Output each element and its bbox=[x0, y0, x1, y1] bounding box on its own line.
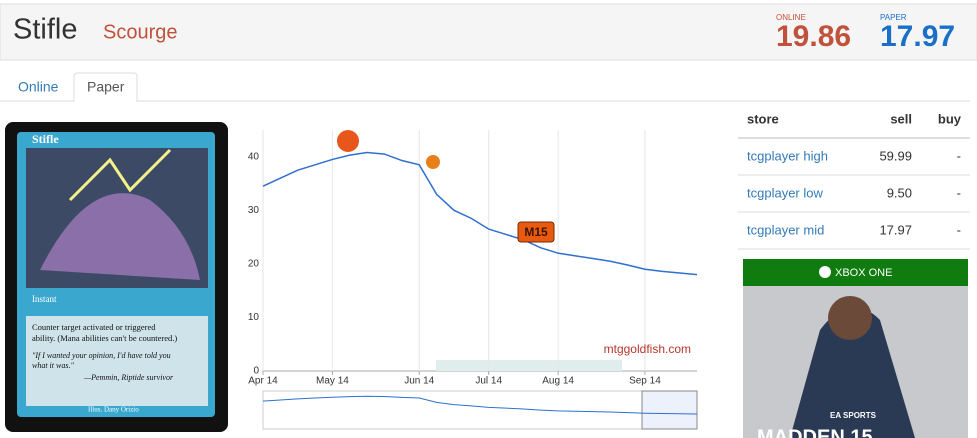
navigator bbox=[262, 390, 698, 430]
card-rules: ability. (Mana abilities can't be counte… bbox=[32, 333, 177, 343]
event-icon bbox=[337, 130, 359, 152]
x-tick-label: Apr 14 bbox=[248, 376, 278, 387]
ad: XBOX ONE EA SPORTS MADDEN 15 bbox=[743, 259, 968, 438]
table-header: sell bbox=[890, 111, 912, 126]
card-flavor: —Pemmin, Riptide survivor bbox=[83, 373, 174, 382]
table-header: buy bbox=[938, 111, 962, 126]
price-line bbox=[262, 151, 698, 276]
x-tick-label: Jun 14 bbox=[404, 376, 434, 387]
ad-brand: EA SPORTS bbox=[830, 411, 877, 420]
x-tick-label: Aug 14 bbox=[542, 376, 574, 387]
buy-price: - bbox=[957, 222, 961, 237]
x-tick-label: May 14 bbox=[316, 376, 349, 387]
sell-price: 59.99 bbox=[879, 148, 912, 163]
store-name[interactable]: tcgplayer mid bbox=[747, 222, 824, 237]
tab-paper[interactable]: Paper bbox=[87, 79, 125, 95]
tab-online[interactable]: Online bbox=[18, 79, 59, 95]
card-flavor: "If I wanted your opinion, I'd have told… bbox=[32, 351, 171, 360]
store-name[interactable]: tcgplayer high bbox=[747, 148, 828, 163]
card-title: Stifle bbox=[13, 14, 77, 46]
buy-price: - bbox=[957, 185, 961, 200]
paper-price: 17.97 bbox=[880, 20, 955, 53]
card-image: Stifle Instant Counter target activated … bbox=[5, 122, 228, 432]
price-chart: 0 10 20 30 40 Apr 14 May 14 Jun 14 Jul 14 Aug 14 S… bbox=[248, 130, 698, 430]
ad-game: MADDEN 15 bbox=[757, 426, 873, 438]
watermark: mtggoldfish.com bbox=[604, 342, 691, 356]
ad-platform: XBOX ONE bbox=[835, 267, 892, 279]
y-tick-label: 0 bbox=[253, 366, 259, 377]
tab-active bbox=[73, 72, 138, 102]
y-tick-label: 10 bbox=[248, 312, 260, 323]
card-artist: Illus. Dany Orizio bbox=[88, 406, 139, 414]
sell-price: 17.97 bbox=[879, 222, 912, 237]
card-flavor: what it was." bbox=[32, 361, 74, 370]
table-header: store bbox=[747, 111, 779, 126]
store-name[interactable]: tcgplayer low bbox=[747, 185, 823, 200]
navigator-line bbox=[262, 395, 698, 415]
header-bar bbox=[0, 3, 977, 61]
event-icon bbox=[426, 155, 440, 169]
price-table: store sell buy tcgplayer high 59.99 - tcgpl… bbox=[738, 111, 970, 250]
x-tick-label: Sep 14 bbox=[629, 376, 661, 387]
card-type: Instant bbox=[32, 294, 57, 304]
card-rules: Counter target activated or triggered bbox=[32, 322, 156, 332]
y-tick-label: 20 bbox=[248, 259, 260, 270]
online-label: ONLINE bbox=[776, 13, 806, 22]
y-tick-label: 40 bbox=[248, 151, 260, 162]
card-name: Stifle bbox=[32, 132, 59, 146]
event-icon bbox=[517, 221, 555, 243]
set-name[interactable]: Scourge bbox=[103, 21, 178, 43]
range-band bbox=[436, 360, 622, 371]
navigator-window bbox=[641, 390, 698, 430]
online-price: 19.86 bbox=[776, 20, 851, 53]
y-tick-label: 30 bbox=[248, 205, 260, 216]
paper-label: PAPER bbox=[880, 13, 907, 22]
x-tick-label: Jul 14 bbox=[475, 376, 502, 387]
sell-price: 9.50 bbox=[887, 185, 912, 200]
event-label: M15 bbox=[524, 225, 548, 239]
buy-price: - bbox=[957, 148, 961, 163]
